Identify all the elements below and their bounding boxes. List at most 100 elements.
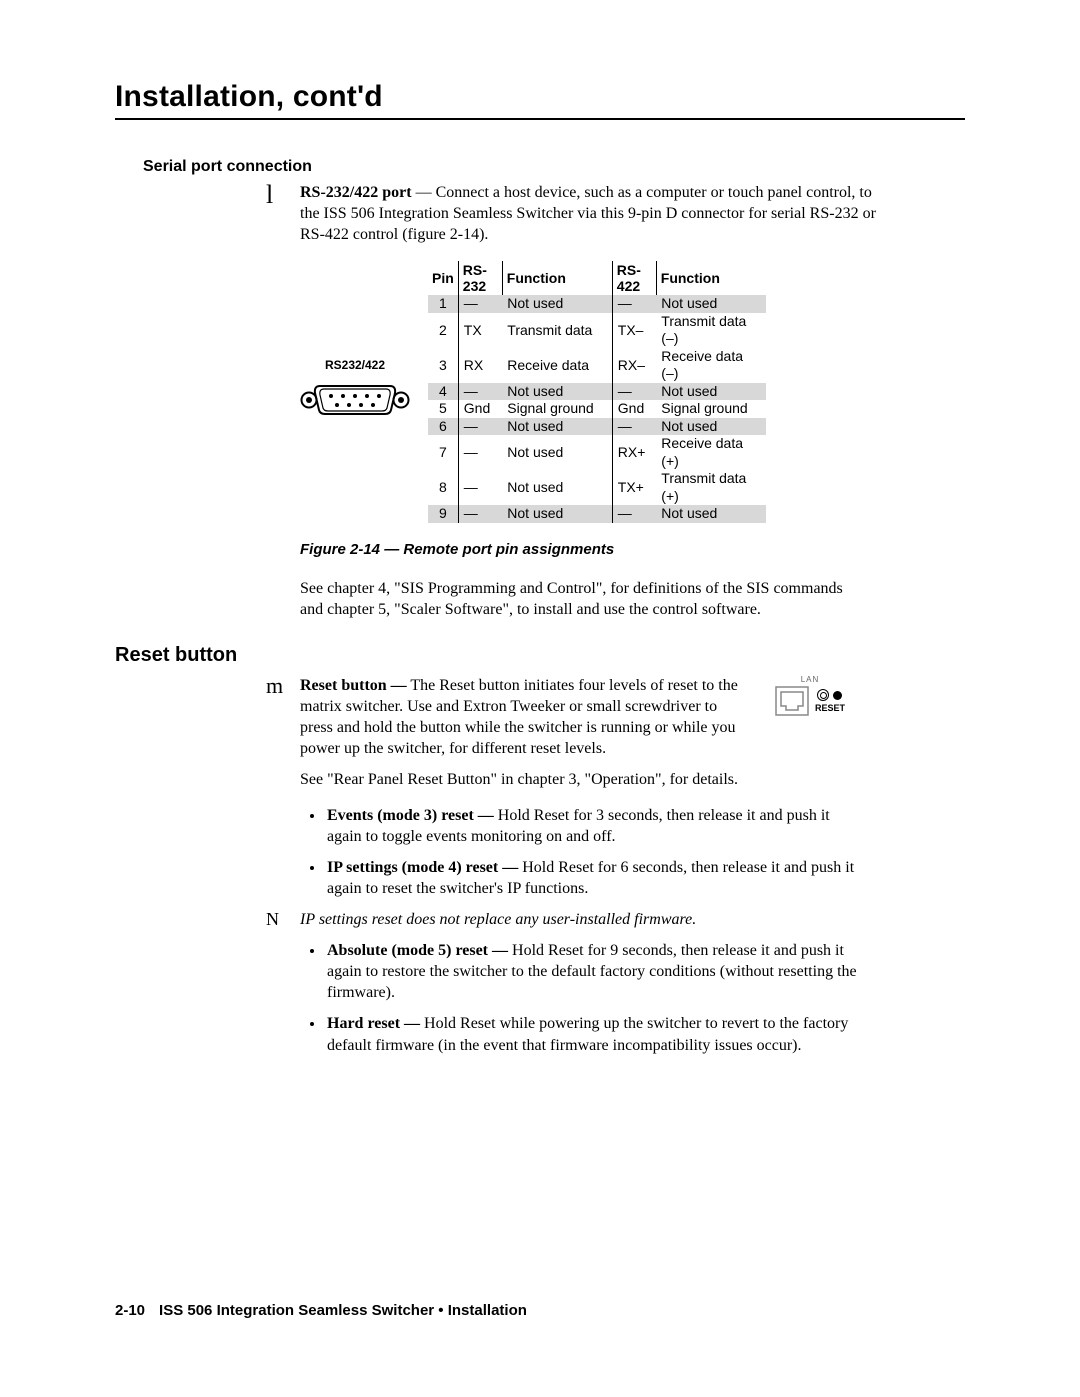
table-cell: — bbox=[458, 470, 502, 505]
table-cell: RX bbox=[458, 348, 502, 383]
table-cell: 7 bbox=[428, 435, 458, 470]
table-row: 2TXTransmit dataTX–Transmit data (–) bbox=[428, 313, 766, 348]
table-row: 8—Not usedTX+Transmit data (+) bbox=[428, 470, 766, 505]
table-cell: Not used bbox=[502, 470, 612, 505]
rj45-port-icon bbox=[775, 686, 809, 716]
list-item: Events (mode 3) reset — Hold Reset for 3… bbox=[325, 805, 865, 847]
table-cell: — bbox=[458, 435, 502, 470]
note-body: IP settings reset does not replace any u… bbox=[300, 909, 866, 930]
list-item: Absolute (mode 5) reset — Hold Reset for… bbox=[325, 940, 865, 1003]
col-rs422: RS-422 bbox=[612, 261, 656, 295]
reset-led-icon bbox=[817, 689, 829, 701]
lan-reset-illustration: LAN RESET bbox=[750, 675, 870, 759]
bullet-label: Events (mode 3) reset — bbox=[327, 807, 494, 824]
reset-lead-label: Reset button — bbox=[300, 677, 407, 694]
col-func1: Function bbox=[502, 261, 612, 295]
reset-callout-body: Reset button — The Reset button initiate… bbox=[300, 675, 740, 759]
callout-tag-l: l bbox=[266, 182, 300, 245]
table-cell: — bbox=[612, 505, 656, 523]
table-cell: — bbox=[458, 295, 502, 313]
reset-see-line: See "Rear Panel Reset Button" in chapter… bbox=[300, 769, 860, 790]
table-cell: Signal ground bbox=[656, 400, 766, 418]
table-cell: 8 bbox=[428, 470, 458, 505]
table-cell: Not used bbox=[502, 505, 612, 523]
table-cell: Gnd bbox=[458, 400, 502, 418]
table-cell: Signal ground bbox=[502, 400, 612, 418]
table-row: 4—Not used—Not used bbox=[428, 383, 766, 401]
heading-reset-button: Reset button bbox=[115, 644, 965, 667]
table-cell: Transmit data bbox=[502, 313, 612, 348]
note-row: N IP settings reset does not replace any… bbox=[266, 909, 866, 930]
table-cell: TX– bbox=[612, 313, 656, 348]
table-cell: Not used bbox=[502, 383, 612, 401]
table-cell: Not used bbox=[656, 383, 766, 401]
table-cell: — bbox=[612, 295, 656, 313]
reset-bullets-1: Events (mode 3) reset — Hold Reset for 3… bbox=[325, 805, 865, 899]
table-cell: RX– bbox=[612, 348, 656, 383]
serial-after-paragraph: See chapter 4, "SIS Programming and Cont… bbox=[300, 578, 860, 620]
table-row: 9—Not used—Not used bbox=[428, 505, 766, 523]
table-cell: 6 bbox=[428, 418, 458, 436]
bullet-label: Hard reset — bbox=[327, 1015, 420, 1032]
table-row: 1—Not used—Not used bbox=[428, 295, 766, 313]
bullet-label: IP settings (mode 4) reset — bbox=[327, 859, 518, 876]
page-content: Installation, cont'd Serial port connect… bbox=[115, 80, 965, 1066]
table-cell: 9 bbox=[428, 505, 458, 523]
serial-callout: l RS-232/422 port — Connect a host devic… bbox=[266, 182, 876, 245]
table-cell: — bbox=[612, 383, 656, 401]
serial-port-label: RS-232/422 port bbox=[300, 184, 412, 201]
table-cell: TX bbox=[458, 313, 502, 348]
chapter-title: Installation, cont'd bbox=[115, 80, 965, 114]
col-pin: Pin bbox=[428, 261, 458, 295]
serial-callout-body: RS-232/422 port — Connect a host device,… bbox=[300, 182, 876, 245]
table-cell: 4 bbox=[428, 383, 458, 401]
reset-bullets-2: Absolute (mode 5) reset — Hold Reset for… bbox=[325, 940, 865, 1056]
table-cell: — bbox=[458, 418, 502, 436]
connector-label: RS232/422 bbox=[300, 358, 410, 372]
callout-tag-m: m bbox=[266, 675, 300, 759]
table-cell: Not used bbox=[502, 435, 612, 470]
figure-caption: Figure 2-14 — Remote port pin assignment… bbox=[300, 541, 965, 558]
table-cell: Receive data bbox=[502, 348, 612, 383]
table-cell: — bbox=[458, 505, 502, 523]
reset-callout: m Reset button — The Reset button initia… bbox=[266, 675, 876, 759]
db9-connector-icon bbox=[300, 378, 410, 422]
bullet-label: Absolute (mode 5) reset — bbox=[327, 942, 508, 959]
table-cell: Transmit data (+) bbox=[656, 470, 766, 505]
table-cell: 2 bbox=[428, 313, 458, 348]
heading-serial-port: Serial port connection bbox=[143, 158, 965, 176]
table-cell: — bbox=[458, 383, 502, 401]
table-cell: 3 bbox=[428, 348, 458, 383]
table-cell: TX+ bbox=[612, 470, 656, 505]
list-item: IP settings (mode 4) reset — Hold Reset … bbox=[325, 857, 865, 899]
table-cell: Not used bbox=[656, 505, 766, 523]
list-item: Hard reset — Hold Reset while powering u… bbox=[325, 1013, 865, 1055]
reset-button-icon bbox=[833, 691, 842, 700]
note-tag: N bbox=[266, 909, 300, 930]
table-cell: Not used bbox=[502, 418, 612, 436]
table-cell: Receive data (–) bbox=[656, 348, 766, 383]
table-cell: Gnd bbox=[612, 400, 656, 418]
pin-assignment-block: RS232/422 Pin RS-232 Function RS-422 bbox=[300, 261, 965, 523]
table-cell: — bbox=[612, 418, 656, 436]
table-cell: 5 bbox=[428, 400, 458, 418]
table-cell: Not used bbox=[656, 418, 766, 436]
table-cell: Not used bbox=[656, 295, 766, 313]
pin-assignment-table: Pin RS-232 Function RS-422 Function 1—No… bbox=[428, 261, 766, 523]
table-row: 5GndSignal groundGndSignal ground bbox=[428, 400, 766, 418]
table-cell: RX+ bbox=[612, 435, 656, 470]
reset-label: RESET bbox=[815, 703, 845, 713]
table-cell: Receive data (+) bbox=[656, 435, 766, 470]
col-func2: Function bbox=[656, 261, 766, 295]
lan-label: LAN bbox=[750, 675, 870, 684]
table-cell: Not used bbox=[502, 295, 612, 313]
col-rs232: RS-232 bbox=[458, 261, 502, 295]
chapter-rule bbox=[115, 118, 965, 120]
table-row: 3RXReceive dataRX–Receive data (–) bbox=[428, 348, 766, 383]
table-row: 6—Not used—Not used bbox=[428, 418, 766, 436]
page-footer: 2-10ISS 506 Integration Seamless Switche… bbox=[115, 1302, 527, 1319]
table-row: 7—Not usedRX+Receive data (+) bbox=[428, 435, 766, 470]
running-footer: ISS 506 Integration Seamless Switcher • … bbox=[159, 1302, 527, 1319]
table-cell: Transmit data (–) bbox=[656, 313, 766, 348]
db9-connector-figure: RS232/422 bbox=[300, 358, 410, 427]
